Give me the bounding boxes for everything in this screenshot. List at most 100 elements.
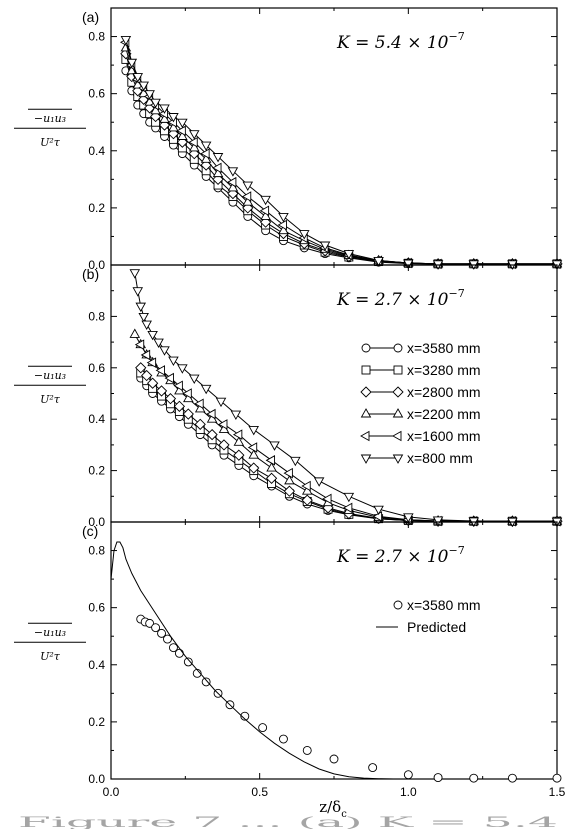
data-point (168, 356, 179, 367)
data-point (188, 130, 200, 140)
y-tick-label: 0.4 (88, 144, 105, 158)
series-x-3580-mm (136, 373, 562, 526)
data-point (151, 623, 161, 633)
data-point (164, 372, 174, 384)
data-point (227, 181, 239, 192)
data-point (141, 369, 153, 382)
data-point (206, 408, 216, 420)
data-point (368, 763, 378, 773)
data-point (227, 167, 239, 177)
data-point (201, 677, 211, 687)
panel-title: K = 2.7 × 10−7 (336, 287, 465, 310)
y-axis-label-numerator: −u₁u₃ (34, 626, 66, 639)
data-point (135, 362, 147, 374)
data-point (248, 449, 259, 459)
data-point (194, 418, 206, 430)
data-point (182, 408, 194, 420)
data-point (241, 191, 252, 202)
y-tick-label: 0.2 (88, 201, 105, 215)
data-point (373, 505, 384, 516)
data-point (432, 516, 444, 526)
data-point (129, 269, 141, 279)
data-point (403, 513, 414, 523)
data-point (373, 256, 384, 267)
legend-marker (361, 343, 371, 353)
data-point (329, 754, 339, 764)
data-point (343, 492, 355, 503)
x-tick-label: 0.5 (251, 785, 268, 799)
data-point (168, 122, 179, 132)
legend-marker (392, 454, 404, 464)
data-point (218, 419, 228, 430)
data-point (200, 141, 212, 151)
data-point (150, 104, 161, 115)
x-tick-label: 1.0 (400, 785, 417, 799)
data-point (146, 377, 159, 389)
chart-panel-0: 0.0 0.2 0.4 0.6 0.8 (a) K = 5.4 × 10−7 −u₁u₃ U²τ (14, 7, 563, 272)
data-point (159, 104, 170, 114)
data-point (278, 224, 289, 235)
y-tick-label: 0.0 (88, 515, 105, 529)
data-point (183, 657, 193, 667)
plot-frame (110, 7, 558, 266)
data-point (135, 302, 147, 313)
x-axis-label: z/δc (319, 798, 347, 820)
data-point (233, 449, 245, 461)
legend-marker (360, 386, 372, 398)
data-point (188, 142, 200, 152)
legend-label: x=3580 mm (407, 597, 481, 613)
panel-label: (c) (82, 523, 98, 539)
data-point (277, 219, 287, 231)
data-point (342, 502, 353, 514)
y-tick-label: 0.6 (88, 87, 105, 101)
legend-marker (360, 454, 372, 464)
data-point (126, 58, 138, 69)
series-x-3580-mm (136, 614, 562, 783)
data-point (174, 648, 184, 658)
data-point (212, 167, 224, 178)
data-point (200, 384, 212, 395)
legend-marker (393, 343, 403, 353)
data-point (188, 374, 200, 384)
data-point (322, 493, 332, 505)
data-point (138, 81, 149, 92)
data-point (265, 455, 276, 466)
y-axis-label-denominator: U²τ (40, 136, 61, 149)
data-point (248, 462, 260, 474)
data-point (302, 745, 312, 755)
data-point (157, 628, 166, 638)
data-point (212, 162, 222, 174)
data-point (155, 365, 165, 376)
legend-label: x=2800 mm (407, 384, 481, 400)
series-predicted (110, 541, 424, 780)
data-point (168, 643, 178, 653)
data-point (159, 346, 170, 356)
data-point (230, 410, 242, 420)
data-point (215, 397, 227, 408)
data-point (279, 734, 288, 744)
y-tick-label: 0.4 (88, 412, 105, 426)
series-triangle-up (120, 42, 563, 268)
data-point (283, 467, 293, 479)
y-tick-label: 0.8 (88, 544, 105, 558)
series-line (125, 39, 557, 265)
y-axis-label-denominator: U²τ (40, 393, 61, 406)
data-point (146, 357, 157, 368)
data-point (144, 90, 155, 100)
series-line (110, 541, 424, 780)
legend-marker (360, 430, 370, 442)
legend-label: x=3280 mm (407, 362, 481, 378)
x-tick-label: 1.5 (549, 785, 566, 799)
data-point (164, 393, 177, 405)
x-axis-label-subscript: c (341, 809, 347, 820)
y-axis-label-numerator: −u₁u₃ (34, 369, 66, 382)
data-point (259, 205, 270, 217)
data-point (141, 320, 152, 331)
legend-marker (393, 365, 403, 375)
data-point (403, 770, 413, 780)
data-point (194, 398, 204, 410)
caption-fragment: Figure 7 ... (a) K = 5.4 (18, 815, 558, 829)
data-point (176, 125, 186, 137)
data-point (188, 136, 198, 148)
